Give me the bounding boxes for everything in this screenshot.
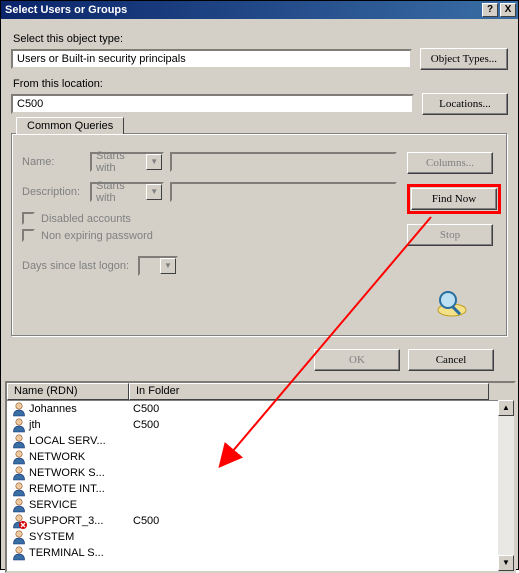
cell-folder: C500: [129, 403, 489, 415]
location-field[interactable]: [11, 94, 414, 114]
chevron-down-icon: ▼: [160, 258, 176, 274]
cell-name-text: NETWORK S...: [29, 467, 105, 479]
cell-name-text: REMOTE INT...: [29, 483, 105, 495]
common-queries-tab[interactable]: Common Queries: [16, 117, 124, 134]
non-expiring-checkbox: [22, 229, 35, 242]
listview-body: Johannes C500 jth C500 LOCAL SERV... NETWORK N…: [7, 401, 514, 561]
column-header-name[interactable]: Name (RDN): [7, 383, 129, 400]
find-now-highlight: Find Now: [407, 184, 501, 214]
titlebar-buttons: ? X: [482, 3, 516, 17]
table-row[interactable]: LOCAL SERV...: [7, 433, 514, 449]
close-button[interactable]: X: [500, 3, 516, 17]
user-icon: [11, 433, 27, 449]
stop-button: Stop: [407, 224, 493, 246]
cell-name-text: jth: [29, 419, 41, 431]
cell-name: jth: [7, 417, 129, 433]
cell-name-text: SUPPORT_3...: [29, 515, 103, 527]
name-mode-value: Starts with: [96, 150, 146, 174]
common-queries-group: Common Queries Name: Starts with ▼ Descr…: [11, 133, 508, 337]
cell-name: Johannes: [7, 401, 129, 417]
table-row[interactable]: TERMINAL S...: [7, 545, 514, 561]
disabled-accounts-label: Disabled accounts: [41, 213, 131, 225]
window-root: Select Users or Groups ? X Select this o…: [0, 0, 519, 570]
table-row[interactable]: SUPPORT_3... C500: [7, 513, 514, 529]
help-button[interactable]: ?: [482, 3, 498, 17]
results-listview[interactable]: Name (RDN) In Folder Johannes C500 jth C500…: [5, 381, 516, 573]
cell-name-text: SYSTEM: [29, 531, 74, 543]
table-row[interactable]: REMOTE INT...: [7, 481, 514, 497]
table-row[interactable]: jth C500: [7, 417, 514, 433]
description-mode-combo: Starts with ▼: [90, 182, 164, 202]
table-row[interactable]: NETWORK S...: [7, 465, 514, 481]
user-icon: [11, 545, 27, 561]
user-icon: [11, 465, 27, 481]
column-header-folder[interactable]: In Folder: [129, 383, 489, 400]
user-icon: [11, 401, 27, 417]
user-icon: [11, 449, 27, 465]
user-disabled-icon: [11, 513, 27, 529]
cell-folder: C500: [129, 515, 489, 527]
table-row[interactable]: Johannes C500: [7, 401, 514, 417]
days-since-logon-label: Days since last logon:: [22, 260, 132, 272]
name-filter-label: Name:: [22, 156, 84, 168]
cell-name: SERVICE: [7, 497, 129, 513]
name-mode-combo: Starts with ▼: [90, 152, 164, 172]
user-icon: [11, 481, 27, 497]
non-expiring-label: Non expiring password: [41, 230, 153, 242]
user-icon: [11, 529, 27, 545]
object-type-label: Select this object type:: [13, 33, 508, 45]
ok-button: OK: [314, 349, 400, 371]
table-row[interactable]: SYSTEM: [7, 529, 514, 545]
columns-button: Columns...: [407, 152, 493, 174]
user-icon: [11, 417, 27, 433]
locations-button[interactable]: Locations...: [422, 93, 508, 115]
cancel-button[interactable]: Cancel: [408, 349, 494, 371]
object-types-button[interactable]: Object Types...: [420, 48, 508, 70]
user-icon: [11, 497, 27, 513]
find-now-button[interactable]: Find Now: [411, 188, 497, 210]
cell-name-text: SERVICE: [29, 499, 77, 511]
days-since-logon-combo: ▼: [138, 256, 178, 276]
cell-name: REMOTE INT...: [7, 481, 129, 497]
location-label: From this location:: [13, 78, 508, 90]
object-type-field[interactable]: [11, 49, 412, 69]
description-filter-input: [170, 182, 397, 202]
scroll-down-button[interactable]: ▼: [498, 555, 514, 571]
window-title: Select Users or Groups: [5, 4, 127, 16]
find-icon: [434, 286, 470, 322]
cell-folder: C500: [129, 419, 489, 431]
chevron-down-icon: ▼: [146, 184, 162, 200]
titlebar: Select Users or Groups ? X: [1, 1, 518, 19]
cell-name: NETWORK: [7, 449, 129, 465]
table-row[interactable]: NETWORK: [7, 449, 514, 465]
description-mode-value: Starts with: [96, 180, 146, 204]
cell-name: SUPPORT_3...: [7, 513, 129, 529]
scroll-up-button[interactable]: ▲: [498, 400, 514, 416]
cell-name-text: Johannes: [29, 403, 77, 415]
listview-header: Name (RDN) In Folder: [7, 383, 514, 401]
chevron-down-icon: ▼: [146, 154, 162, 170]
disabled-accounts-checkbox: [22, 212, 35, 225]
cell-name: TERMINAL S...: [7, 545, 129, 561]
cell-name: LOCAL SERV...: [7, 433, 129, 449]
description-filter-label: Description:: [22, 186, 84, 198]
cell-name-text: LOCAL SERV...: [29, 435, 106, 447]
cell-name: NETWORK S...: [7, 465, 129, 481]
cell-name-text: TERMINAL S...: [29, 547, 104, 559]
cell-name: SYSTEM: [7, 529, 129, 545]
vertical-scrollbar[interactable]: ▲ ▼: [498, 400, 514, 571]
scroll-track[interactable]: [498, 416, 514, 555]
name-filter-input: [170, 152, 397, 172]
cell-name-text: NETWORK: [29, 451, 85, 463]
table-row[interactable]: SERVICE: [7, 497, 514, 513]
dialog-content: Select this object type: Object Types...…: [1, 19, 518, 381]
